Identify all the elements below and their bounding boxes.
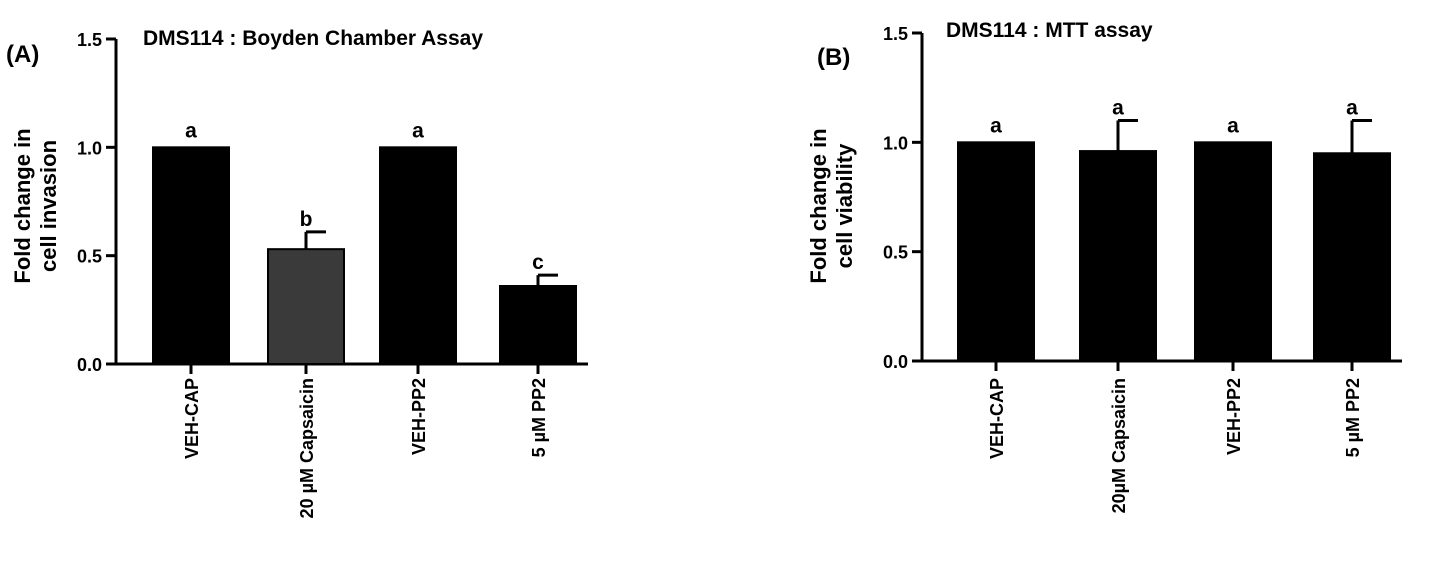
significance-letter-b: a	[1227, 114, 1239, 137]
bar-b	[957, 141, 1035, 362]
significance-letter-b: a	[990, 114, 1002, 137]
y-tick-label-b: 1.0	[883, 133, 908, 153]
bar-a	[152, 146, 230, 365]
y-axis-label-a: Fold change incell invasion	[10, 128, 61, 283]
y-tick-label-a: 1.5	[77, 30, 102, 50]
significance-letter-a: b	[300, 208, 313, 231]
significance-letter-a: a	[412, 119, 424, 142]
significance-letter-a: c	[532, 251, 544, 274]
chart-title-a: DMS114 : Boyden Chamber Assay	[143, 27, 483, 50]
category-label-a: 5 µM PP2	[529, 378, 549, 457]
bar-b	[1313, 152, 1391, 362]
significance-letter-b: a	[1346, 96, 1358, 119]
y-axis-label-line: Fold change in	[10, 128, 35, 283]
y-axis-label-b: Fold change incell viability	[806, 128, 857, 283]
category-label-a: VEH-PP2	[409, 378, 429, 455]
y-tick-label-b: 0.0	[883, 352, 908, 372]
y-tick-label-a: 0.5	[77, 247, 102, 267]
y-tick-label-b: 0.5	[883, 243, 908, 263]
chart-b-panel: (B) DMS114 : MTT assay Fold change incell …	[806, 19, 1402, 513]
chart-a-panel: (A) DMS114 : Boyden Chamber Assay Fold cha…	[6, 27, 588, 518]
bar-a	[379, 146, 457, 365]
y-axis-label-line: Fold change in	[806, 128, 831, 283]
category-label-b: 5 µM PP2	[1343, 378, 1363, 457]
significance-letter-b: a	[1112, 96, 1124, 119]
significance-letter-a: a	[185, 119, 197, 142]
y-tick-label-b: 1.5	[883, 24, 908, 44]
y-axis-label-line: cell invasion	[36, 140, 61, 272]
category-label-b: VEH-CAP	[987, 378, 1007, 459]
bar-a	[499, 285, 577, 365]
category-label-b: VEH-PP2	[1224, 378, 1244, 455]
panel-label-a: (A)	[6, 41, 39, 68]
bar-a	[267, 248, 345, 366]
category-label-a: VEH-CAP	[182, 378, 202, 459]
y-tick-label-a: 1.0	[77, 138, 102, 158]
bar-b	[1079, 150, 1157, 362]
y-axis-label-line: cell viability	[832, 143, 857, 268]
y-tick-label-a: 0.0	[77, 355, 102, 375]
category-label-b: 20µM Capsaicin	[1109, 378, 1129, 513]
chart-title-b: DMS114 : MTT assay	[946, 19, 1153, 42]
category-label-a: 20 µM Capsaicin	[297, 378, 317, 518]
panel-label-b: (B)	[817, 44, 850, 71]
bar-b	[1194, 141, 1272, 362]
